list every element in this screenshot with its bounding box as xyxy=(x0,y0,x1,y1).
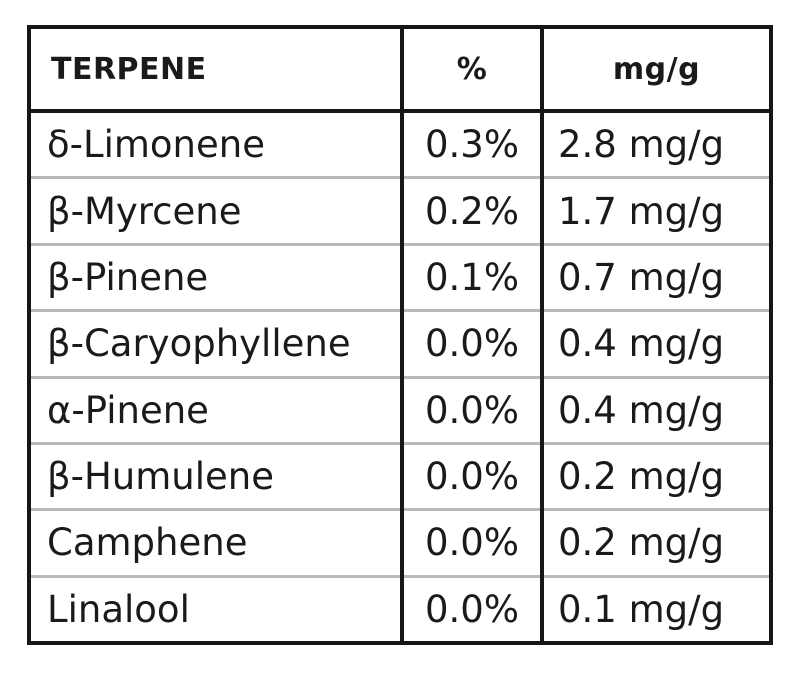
table-row: δ-Limonene 0.3% 2.8 mg/g xyxy=(31,111,769,178)
percent-cell: 0.3% xyxy=(402,111,544,178)
table-row: Camphene 0.0% 0.2 mg/g xyxy=(31,508,769,577)
table-row: β-Caryophyllene 0.0% 0.4 mg/g xyxy=(31,309,769,377)
terpene-name-cell: β-Caryophyllene xyxy=(31,309,404,377)
percent-cell: 0.0% xyxy=(402,309,544,377)
mg-per-g-cell: 2.8 mg/g xyxy=(558,123,725,167)
table-row: β-Humulene 0.0% 0.2 mg/g xyxy=(31,441,769,510)
header-terpene: TERPENE xyxy=(31,29,404,113)
table-row: β-Myrcene 0.2% 1.7 mg/g xyxy=(31,176,769,245)
header-percent: % xyxy=(402,29,544,113)
percent-cell: 0.0% xyxy=(402,375,544,444)
mg-per-g-cell: 0.4 mg/g xyxy=(542,309,769,377)
terpene-name-cell: Camphene xyxy=(31,508,404,577)
table-row: α-Pinene 0.0% 0.4 mg/g xyxy=(31,375,769,444)
mg-per-g-cell: 0.1 mg/g xyxy=(542,574,769,641)
table-header-row: TERPENE % mg/g xyxy=(31,29,769,113)
mg-per-g-cell: 0.2 mg/g xyxy=(542,508,769,577)
terpene-table: TERPENE % mg/g δ-Limonene 0.3% 2.8 mg/g … xyxy=(31,29,769,641)
table-row: Linalool 0.0% 0.1 mg/g xyxy=(31,574,769,641)
mg-per-g-cell: 0.2 mg/g xyxy=(542,441,769,510)
percent-cell: 0.2% xyxy=(402,176,544,245)
terpene-table-frame: TERPENE % mg/g δ-Limonene 0.3% 2.8 mg/g … xyxy=(27,25,773,645)
percent-cell: 0.1% xyxy=(402,242,544,311)
terpene-name-cell: α-Pinene xyxy=(31,375,404,444)
terpene-name-cell: β-Myrcene xyxy=(31,176,404,245)
terpene-name-cell: Linalool xyxy=(31,574,404,641)
terpene-name-cell: δ-Limonene xyxy=(31,111,404,178)
mg-per-g-cell: 0.4 mg/g xyxy=(542,375,769,444)
mg-per-g-cell: 1.7 mg/g xyxy=(542,176,769,245)
terpene-name-cell: β-Humulene xyxy=(31,441,404,510)
terpene-name-cell: β-Pinene xyxy=(31,242,404,311)
percent-cell: 0.0% xyxy=(402,508,544,577)
mg-per-g-cell: 0.7 mg/g xyxy=(542,242,769,311)
percent-cell: 0.0% xyxy=(402,574,544,641)
header-mg-per-g: mg/g xyxy=(542,29,769,113)
percent-cell: 0.0% xyxy=(402,441,544,510)
table-row: β-Pinene 0.1% 0.7 mg/g xyxy=(31,242,769,311)
